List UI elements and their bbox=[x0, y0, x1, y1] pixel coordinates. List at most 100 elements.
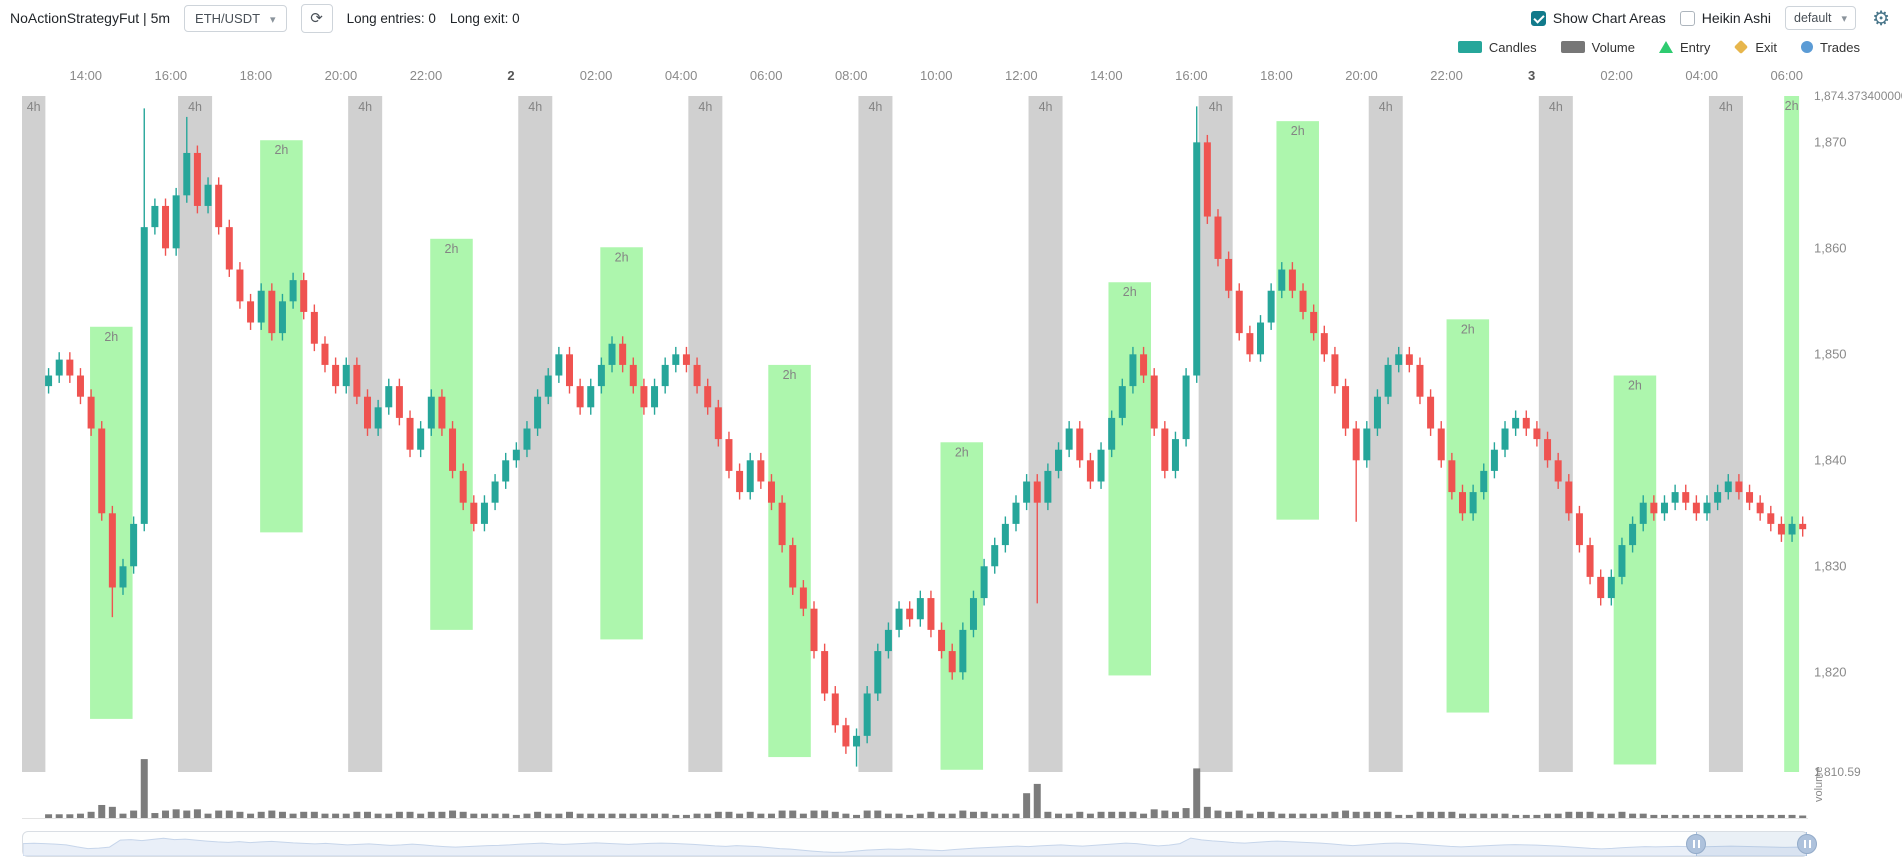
toolbar: NoActionStrategyFut | 5m ETH/USDT Long e… bbox=[0, 0, 1902, 34]
svg-text:02:00: 02:00 bbox=[1600, 68, 1633, 83]
svg-text:3: 3 bbox=[1528, 68, 1535, 83]
candlestick-chart: 4h 4h 4h 4h 4h 4h 4h 4h 4h 4h 4h 2h 2h 2h 2h 2h 2h 2h 2h 2h… bbox=[22, 68, 1902, 819]
svg-text:2h: 2h bbox=[1785, 99, 1799, 113]
svg-text:2h: 2h bbox=[1628, 379, 1642, 393]
chevron-down-icon bbox=[1842, 11, 1848, 25]
candles-swatch-icon bbox=[1457, 41, 1482, 53]
svg-text:4h: 4h bbox=[1039, 100, 1053, 114]
svg-text:2h: 2h bbox=[274, 143, 288, 157]
datazoom-slider[interactable] bbox=[22, 831, 1817, 857]
trades-circle-icon bbox=[1801, 41, 1814, 53]
legend-item-exit[interactable]: Exit bbox=[1734, 40, 1777, 55]
pair-select-value: ETH/USDT bbox=[195, 10, 261, 26]
toolbar-left: NoActionStrategyFut | 5m ETH/USDT Long e… bbox=[10, 3, 520, 33]
svg-text:2: 2 bbox=[507, 68, 514, 83]
svg-text:2h: 2h bbox=[955, 445, 969, 459]
legend-item-entry[interactable]: Entry bbox=[1659, 40, 1710, 55]
svg-text:08:00: 08:00 bbox=[835, 68, 868, 83]
svg-text:4h: 4h bbox=[188, 100, 202, 114]
svg-text:4h: 4h bbox=[358, 100, 372, 114]
heikin-ashi-checkbox[interactable]: Heikin Ashi bbox=[1679, 10, 1771, 26]
long-exit-count: Long exit: 0 bbox=[449, 10, 520, 26]
svg-text:20:00: 20:00 bbox=[1345, 68, 1378, 83]
svg-text:4h: 4h bbox=[27, 100, 41, 114]
svg-text:14:00: 14:00 bbox=[1090, 68, 1123, 83]
datazoom-handle-right[interactable] bbox=[1797, 834, 1817, 854]
chart-legend: Candles Volume Entry Exit Trades bbox=[0, 34, 1902, 60]
svg-text:16:00: 16:00 bbox=[155, 68, 188, 83]
pair-select[interactable]: ETH/USDT bbox=[184, 4, 287, 32]
chevron-down-icon bbox=[270, 11, 276, 26]
svg-text:4h: 4h bbox=[1209, 100, 1223, 114]
svg-text:10:00: 10:00 bbox=[920, 68, 953, 83]
entry-triangle-icon bbox=[1659, 41, 1673, 53]
svg-text:4h: 4h bbox=[528, 100, 542, 114]
strategy-title: NoActionStrategyFut | 5m bbox=[10, 10, 171, 26]
legend-item-volume[interactable]: Volume bbox=[1560, 39, 1635, 55]
datazoom-handle-left[interactable] bbox=[1686, 834, 1707, 854]
toolbar-right: Show Chart Areas Heikin Ashi default bbox=[1530, 6, 1892, 31]
long-entries-count: Long entries: 0 bbox=[346, 10, 436, 26]
svg-text:1,870: 1,870 bbox=[1814, 134, 1847, 149]
legend-label: Volume bbox=[1591, 39, 1635, 55]
axes-labels-layer: 14:00 16:00 18:00 20:00 22:00 2 02:00 04:00 06:0… bbox=[70, 68, 1902, 802]
gear-icon bbox=[1872, 13, 1890, 28]
legend-item-candles[interactable]: Candles bbox=[1457, 39, 1537, 55]
heikin-ashi-label: Heikin Ashi bbox=[1701, 10, 1771, 26]
svg-text:12:00: 12:00 bbox=[1005, 68, 1038, 83]
svg-text:1,830: 1,830 bbox=[1814, 558, 1847, 573]
svg-text:02:00: 02:00 bbox=[580, 68, 613, 83]
refresh-button[interactable] bbox=[300, 3, 333, 33]
svg-text:1,840: 1,840 bbox=[1814, 452, 1847, 467]
legend-label: Candles bbox=[1488, 39, 1537, 55]
svg-text:1,850: 1,850 bbox=[1814, 346, 1847, 361]
svg-text:2h: 2h bbox=[445, 242, 459, 256]
volume-layer bbox=[22, 759, 1808, 819]
checkbox-unchecked-icon bbox=[1679, 10, 1695, 26]
show-chart-areas-label: Show Chart Areas bbox=[1552, 10, 1666, 26]
volume-swatch-icon bbox=[1560, 41, 1585, 53]
legend-label: Entry bbox=[1680, 39, 1711, 55]
svg-text:4h: 4h bbox=[698, 100, 712, 114]
svg-text:14:00: 14:00 bbox=[70, 68, 103, 83]
settings-button[interactable] bbox=[1870, 6, 1892, 31]
svg-text:2h: 2h bbox=[104, 330, 118, 344]
svg-text:04:00: 04:00 bbox=[665, 68, 698, 83]
svg-text:2h: 2h bbox=[783, 368, 797, 382]
checkbox-checked-icon bbox=[1530, 10, 1546, 26]
svg-text:18:00: 18:00 bbox=[240, 68, 273, 83]
svg-text:4h: 4h bbox=[1549, 100, 1563, 114]
svg-text:4h: 4h bbox=[868, 100, 882, 114]
svg-text:2h: 2h bbox=[615, 250, 629, 264]
svg-text:1,810.59: 1,810.59 bbox=[1814, 765, 1861, 779]
svg-text:18:00: 18:00 bbox=[1260, 68, 1293, 83]
chart-area: 4h 4h 4h 4h 4h 4h 4h 4h 4h 4h 4h 2h 2h 2h 2h 2h 2h 2h 2h 2h… bbox=[0, 60, 1902, 825]
svg-text:2h: 2h bbox=[1291, 124, 1305, 138]
svg-text:2h: 2h bbox=[1123, 285, 1137, 299]
svg-text:4h: 4h bbox=[1719, 100, 1733, 114]
svg-text:06:00: 06:00 bbox=[750, 68, 783, 83]
svg-text:1,874.373400000: 1,874.373400000 bbox=[1814, 89, 1902, 103]
plot-config-select[interactable]: default bbox=[1785, 6, 1857, 30]
svg-text:4h: 4h bbox=[1379, 100, 1393, 114]
show-chart-areas-checkbox[interactable]: Show Chart Areas bbox=[1530, 10, 1666, 26]
svg-text:2h: 2h bbox=[1461, 322, 1475, 336]
svg-text:20:00: 20:00 bbox=[325, 68, 358, 83]
legend-label: Trades bbox=[1820, 39, 1860, 55]
svg-text:volume: volume bbox=[1813, 767, 1825, 802]
legend-label: Exit bbox=[1755, 39, 1778, 55]
candles-layer bbox=[45, 106, 1807, 767]
chart-areas-layer: 4h 4h 4h 4h 4h 4h 4h 4h 4h 4h 4h 2h 2h 2h 2h 2h 2h 2h 2h 2h… bbox=[22, 96, 1800, 772]
plot-config-value: default bbox=[1794, 11, 1832, 25]
svg-text:04:00: 04:00 bbox=[1685, 68, 1718, 83]
refresh-icon bbox=[310, 9, 323, 27]
datazoom-window[interactable] bbox=[1696, 832, 1807, 856]
svg-text:22:00: 22:00 bbox=[1430, 68, 1463, 83]
exit-diamond-icon bbox=[1734, 39, 1749, 55]
svg-text:16:00: 16:00 bbox=[1175, 68, 1208, 83]
svg-text:1,860: 1,860 bbox=[1814, 240, 1847, 255]
svg-text:1,820: 1,820 bbox=[1814, 664, 1847, 679]
datazoom-silhouette bbox=[23, 837, 1807, 856]
legend-item-trades[interactable]: Trades bbox=[1801, 40, 1860, 55]
svg-text:22:00: 22:00 bbox=[410, 68, 443, 83]
